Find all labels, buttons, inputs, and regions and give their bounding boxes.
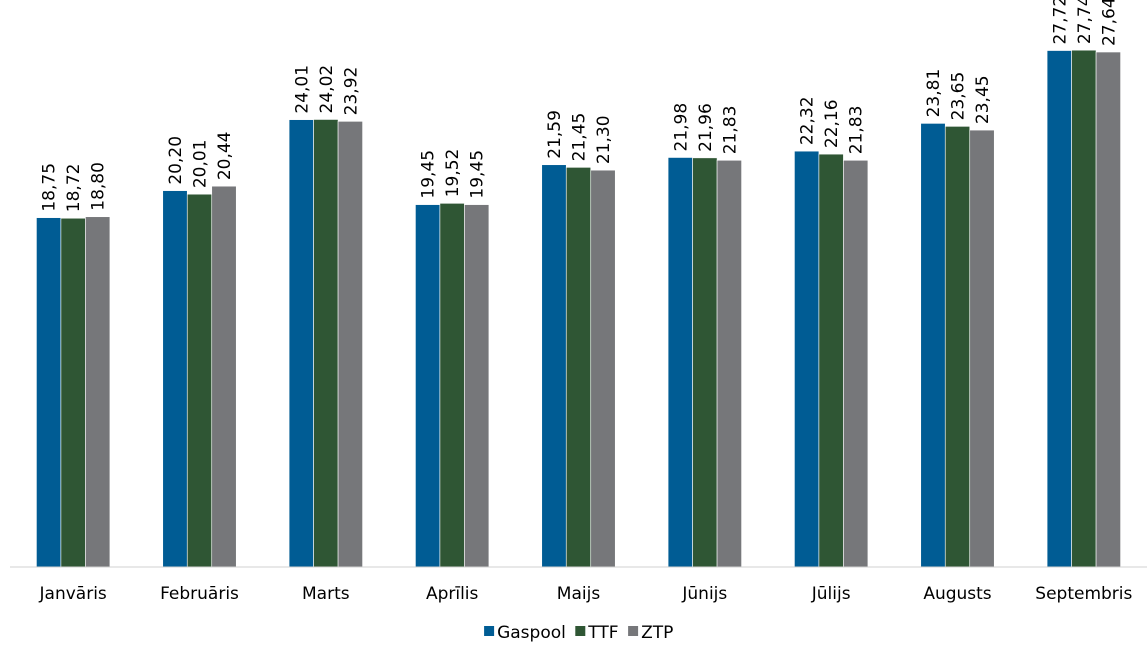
- data-label-ztp-7: 23,45: [973, 75, 993, 124]
- data-label-ztp-6: 21,83: [847, 106, 867, 155]
- data-label-ttf-0: 18,72: [64, 164, 84, 213]
- bar-ttf-2: [313, 119, 339, 568]
- bar-ztp-2: [337, 121, 363, 568]
- bar-gaspool-0: [36, 217, 62, 568]
- bar-ttf-0: [60, 217, 86, 568]
- x-tick-label: Augusts: [923, 584, 991, 604]
- bar-ztp-1: [211, 185, 237, 568]
- data-label-ttf-5: 21,96: [696, 103, 716, 152]
- bar-ztp-3: [464, 204, 490, 568]
- data-label-ttf-4: 21,45: [570, 113, 590, 162]
- data-label-ttf-3: 19,52: [443, 149, 463, 198]
- data-label-gaspool-0: 18,75: [40, 163, 60, 212]
- data-label-ttf-2: 24,02: [317, 65, 337, 114]
- data-label-ztp-4: 21,30: [594, 115, 614, 164]
- x-tick-label: Janvāris: [39, 584, 107, 604]
- bar-gaspool-2: [288, 119, 314, 568]
- data-label-ttf-7: 23,65: [949, 72, 969, 121]
- bar-ztp-7: [969, 129, 995, 568]
- bar-ztp-6: [843, 159, 869, 568]
- x-tick-label: Septembris: [1035, 584, 1132, 604]
- legend: Gaspool TTF ZTP: [484, 623, 673, 643]
- legend-label-gaspool: Gaspool: [497, 623, 566, 643]
- bar-gaspool-8: [1046, 50, 1072, 568]
- data-labels-group: 18,75 18,72 18,80 20,20 20,01 20,44 24,01 24,02…: [40, 0, 1120, 212]
- bar-ztp-4: [590, 169, 616, 568]
- bar-gaspool-4: [541, 164, 567, 568]
- bar-ztp-8: [1095, 51, 1121, 568]
- bar-ttf-3: [439, 203, 465, 568]
- x-tick-label: Aprīlis: [426, 584, 479, 604]
- bars-group: [36, 49, 1121, 568]
- data-label-ztp-0: 18,80: [89, 162, 109, 211]
- data-label-gaspool-6: 22,32: [798, 96, 818, 145]
- bar-gaspool-3: [415, 204, 441, 568]
- legend-label-ttf: TTF: [587, 623, 618, 643]
- bar-ttf-1: [186, 193, 213, 568]
- data-label-gaspool-7: 23,81: [924, 69, 944, 118]
- bar-ttf-8: [1071, 49, 1097, 568]
- data-label-gaspool-2: 24,01: [292, 65, 312, 114]
- bar-ztp-5: [716, 159, 742, 568]
- bar-gaspool-7: [920, 123, 946, 568]
- x-tick-labels: Janvāris Februāris Marts Aprīlis Maijs Jūnijs…: [39, 584, 1133, 604]
- data-label-ttf-8: 27,74: [1075, 0, 1095, 44]
- legend-swatch-gaspool: [484, 626, 495, 636]
- x-tick-label: Marts: [302, 584, 350, 604]
- legend-label-ztp: ZTP: [641, 623, 673, 643]
- bar-gaspool-1: [162, 190, 188, 568]
- bar-ttf-7: [944, 126, 971, 568]
- bar-ztp-0: [85, 216, 111, 568]
- data-label-gaspool-3: 19,45: [419, 150, 439, 199]
- x-tick-label: Jūlijs: [811, 584, 851, 604]
- data-label-ztp-8: 27,64: [1099, 0, 1119, 46]
- data-label-gaspool-8: 27,72: [1050, 0, 1070, 45]
- x-tick-label: Jūnijs: [681, 584, 727, 604]
- data-label-ztp-2: 23,92: [341, 67, 361, 116]
- x-tick-label: Februāris: [160, 584, 239, 604]
- data-label-ttf-1: 20,01: [191, 140, 211, 189]
- bar-ttf-5: [692, 157, 718, 568]
- bar-ttf-6: [818, 153, 844, 568]
- legend-swatch-ttf: [575, 626, 586, 636]
- data-label-gaspool-1: 20,20: [166, 136, 186, 185]
- bar-gaspool-6: [794, 150, 820, 568]
- data-label-gaspool-5: 21,98: [671, 103, 691, 152]
- data-label-ztp-1: 20,44: [215, 131, 235, 180]
- data-label-ztp-3: 19,45: [468, 150, 488, 199]
- data-label-ztp-5: 21,83: [720, 106, 740, 155]
- bar-gaspool-5: [667, 157, 693, 568]
- x-tick-label: Maijs: [557, 584, 601, 604]
- data-label-gaspool-4: 21,59: [545, 110, 565, 159]
- legend-swatch-ztp: [628, 626, 639, 636]
- data-label-ttf-6: 22,16: [822, 99, 842, 148]
- bar-ttf-4: [565, 167, 592, 568]
